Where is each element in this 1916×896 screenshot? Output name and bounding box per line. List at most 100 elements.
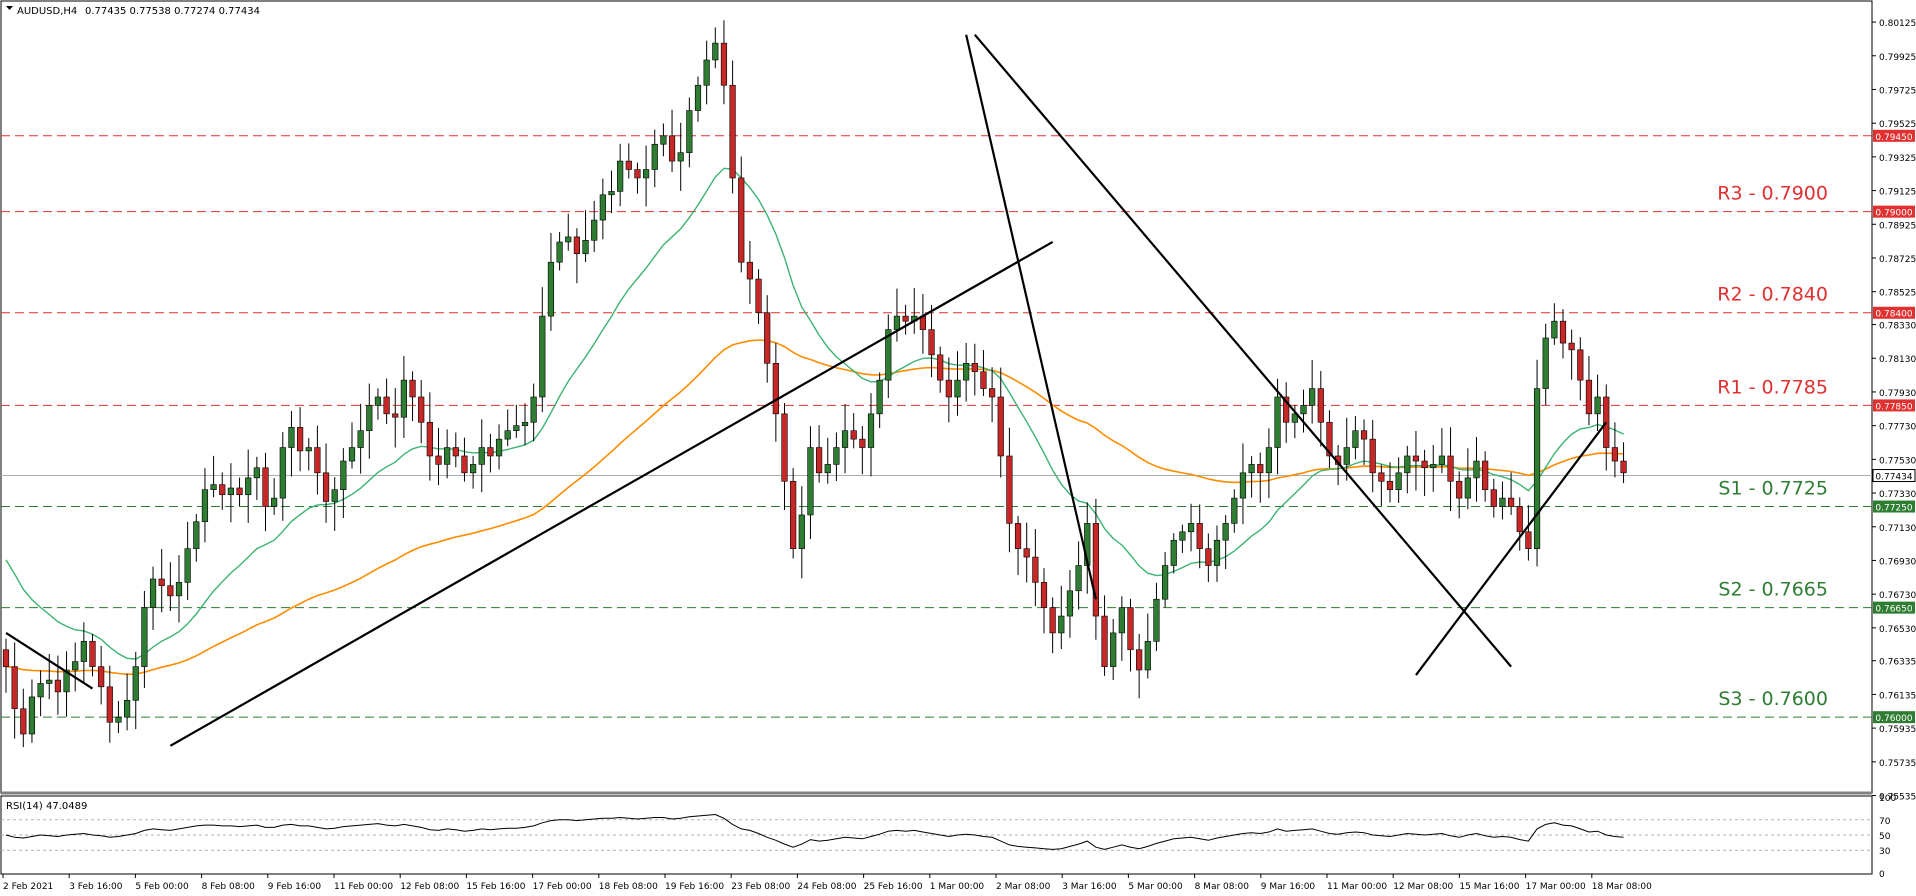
price-tag-text: 0.76650	[1875, 605, 1912, 615]
candle-bull	[124, 700, 131, 718]
candle-bear	[1205, 548, 1212, 566]
time-tick-label: 15 Feb 16:00	[466, 882, 525, 892]
candle-bull	[686, 110, 693, 153]
candle-bull	[46, 679, 53, 684]
level-label-support: S3 - 0.7600	[1718, 688, 1828, 710]
candle-bear	[435, 455, 442, 465]
candle-bear	[625, 160, 632, 170]
time-tick-label: 23 Feb 08:00	[731, 882, 790, 892]
candle-bull	[1352, 430, 1359, 448]
candle-bear	[1412, 455, 1420, 462]
candle-bull	[1499, 497, 1506, 507]
candle-bull	[141, 607, 148, 667]
candle-bear	[1040, 582, 1048, 608]
candle-bear	[1585, 379, 1593, 415]
price-tick-label: 0.77530	[1879, 456, 1916, 466]
candle-bull	[807, 447, 814, 516]
candle-bull	[893, 315, 901, 330]
price-tag-resistance	[1873, 129, 1915, 142]
candle-bull	[1066, 590, 1074, 617]
candle-bear	[219, 484, 226, 496]
level-label-resistance: R3 - 0.7900	[1717, 183, 1828, 205]
time-tick-label: 18 Mar 08:00	[1592, 882, 1652, 892]
price-tag-text: 0.77434	[1875, 473, 1912, 483]
candle-bull	[547, 261, 555, 317]
candle-bear	[980, 371, 987, 389]
candle-bull	[591, 219, 598, 241]
candle-bear	[54, 679, 61, 693]
price-tags-layer: 0.79000 0.78400 0.77850 0.77250 0.76650 0.760…	[1872, 129, 1916, 724]
candle-bear	[452, 447, 459, 457]
time-tick-label: 9 Mar 16:00	[1261, 882, 1316, 892]
candle-bear	[859, 438, 866, 448]
price-tick-label: 0.78525	[1879, 289, 1916, 299]
candle-bear	[1283, 396, 1290, 423]
candle-bear	[167, 585, 174, 597]
candle-bear	[314, 447, 321, 474]
price-tick-label: 0.79925	[1879, 53, 1916, 63]
price-tag-current	[1872, 469, 1916, 483]
candle-bear	[997, 396, 1004, 457]
moving-averages-layer	[5, 167, 1624, 676]
price-tick-label: 0.79525	[1879, 120, 1916, 130]
candle-bull	[1162, 565, 1169, 600]
price-tag-text: 0.77850	[1875, 402, 1912, 412]
candle-bear	[720, 42, 728, 86]
candle-bear	[1482, 460, 1489, 490]
candle-bull	[1343, 447, 1350, 465]
candle-bull	[478, 447, 485, 465]
candle-bull	[357, 430, 364, 448]
candle-bull	[651, 143, 658, 170]
symbol-label: AUDUSD,H4	[17, 6, 77, 17]
candle-bear	[815, 447, 823, 474]
candle-bear	[236, 487, 243, 496]
level-label-support: S2 - 0.7665	[1718, 579, 1828, 601]
price-tag-support	[1873, 601, 1915, 614]
candle-bull	[608, 191, 615, 196]
candle-bear	[426, 421, 433, 457]
candle-bear	[1014, 523, 1022, 549]
trendline	[169, 241, 1054, 747]
candle-bull	[1542, 337, 1549, 389]
candle-bull	[867, 413, 875, 448]
candle-bear	[1611, 447, 1618, 462]
price-tick-label: 0.79125	[1879, 188, 1916, 198]
candle-bull	[37, 683, 44, 698]
candle-bear	[1568, 342, 1575, 351]
candle-bull	[495, 438, 503, 457]
price-tick-label: 0.76730	[1879, 591, 1916, 601]
candle-bull	[1248, 464, 1255, 474]
candle-bull	[271, 497, 278, 507]
level-label-resistance: R2 - 0.7840	[1717, 284, 1828, 306]
candle-bull	[841, 430, 849, 448]
candle-bear	[20, 708, 27, 735]
ohlc-quote: 0.77435 0.77538 0.77274 0.77434	[85, 6, 260, 17]
candle-bull	[1291, 413, 1298, 423]
candle-bear	[1369, 438, 1376, 474]
candle-bull	[599, 194, 606, 221]
price-tag-support	[1873, 711, 1915, 724]
candle-bear	[1006, 455, 1013, 524]
time-tick-label: 12 Mar 08:00	[1393, 882, 1453, 892]
time-tick-label: 3 Mar 16:00	[1062, 882, 1117, 892]
time-tick-label: 3 Feb 16:00	[69, 882, 123, 892]
trendline	[5, 631, 94, 690]
time-tick-label: 12 Feb 08:00	[400, 882, 459, 892]
candle-bull	[504, 430, 511, 440]
collapse-triangle-icon[interactable]	[6, 6, 13, 10]
price-tag-text: 0.76000	[1875, 714, 1912, 724]
rsi-tick-label: 100	[1879, 794, 1896, 804]
candle-bear	[1092, 523, 1099, 617]
candle-bear	[1032, 556, 1039, 583]
rsi-header: RSI(14) 47.0489	[6, 801, 87, 812]
candle-bull	[1404, 455, 1411, 474]
candle-bear	[1447, 455, 1454, 482]
candle-bull	[72, 661, 79, 671]
candle-bull	[132, 666, 139, 701]
time-tick-label: 5 Feb 00:00	[135, 882, 189, 892]
candle-bull	[798, 514, 805, 549]
candle-bull	[1231, 497, 1238, 524]
candle-bear	[729, 84, 736, 179]
candle-bull	[1300, 405, 1307, 415]
